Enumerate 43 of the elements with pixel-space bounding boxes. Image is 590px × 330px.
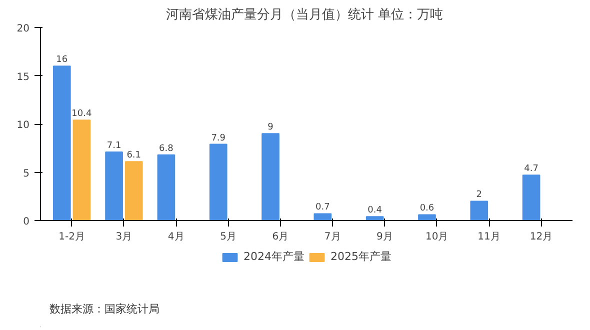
bar xyxy=(72,120,91,220)
bar xyxy=(470,200,488,220)
data-label: 6.8 xyxy=(159,144,174,154)
legend-label: 2024年产量 xyxy=(244,249,304,264)
x-tick-label: 9月 xyxy=(376,232,393,242)
legend-label: 2025年产量 xyxy=(330,249,392,264)
bar xyxy=(105,151,123,220)
data-label: 0.4 xyxy=(368,206,382,216)
data-label: 7.9 xyxy=(211,133,226,144)
y-tick-label: 10 xyxy=(16,120,30,131)
bar xyxy=(314,213,332,220)
data-label: 4.7 xyxy=(524,164,538,174)
x-tick-label: 5月 xyxy=(220,232,236,242)
y-tick-label: 5 xyxy=(23,168,30,180)
source-note: 数据来源：国家统计局 xyxy=(50,302,160,316)
bar xyxy=(262,133,280,220)
bar xyxy=(124,161,143,220)
bar xyxy=(157,154,176,220)
data-label: 0.6 xyxy=(420,204,434,214)
x-tick-label: 6月 xyxy=(272,232,289,242)
bar xyxy=(209,144,228,220)
x-tick-label: 1-2月 xyxy=(58,232,85,242)
data-label: 6.1 xyxy=(126,150,142,161)
x-tick-label: 3月 xyxy=(116,232,132,242)
y-tick-label: 15 xyxy=(16,72,30,83)
x-tick-label: 12月 xyxy=(530,232,553,242)
x-tick-label: 10月 xyxy=(426,232,448,242)
data-label: 0.7 xyxy=(316,202,330,213)
y-tick-label: 20 xyxy=(16,24,30,34)
x-tick-label: 4月 xyxy=(168,232,184,242)
chart-title: 河南省煤油产量分月（当月值）统计 单位：万吨 xyxy=(166,8,444,22)
data-label: 7.1 xyxy=(106,140,122,151)
y-tick-label: 0 xyxy=(23,216,30,228)
x-tick-label: 11月 xyxy=(478,232,500,242)
data-label: 2 xyxy=(476,190,482,200)
bar xyxy=(522,174,540,220)
data-label: 9 xyxy=(268,122,274,133)
bar xyxy=(366,216,384,220)
bar xyxy=(52,66,71,220)
x-tick-label: 7月 xyxy=(324,232,341,242)
data-label: 16 xyxy=(56,55,68,66)
bar xyxy=(418,214,436,220)
data-label: 10.4 xyxy=(72,109,92,120)
